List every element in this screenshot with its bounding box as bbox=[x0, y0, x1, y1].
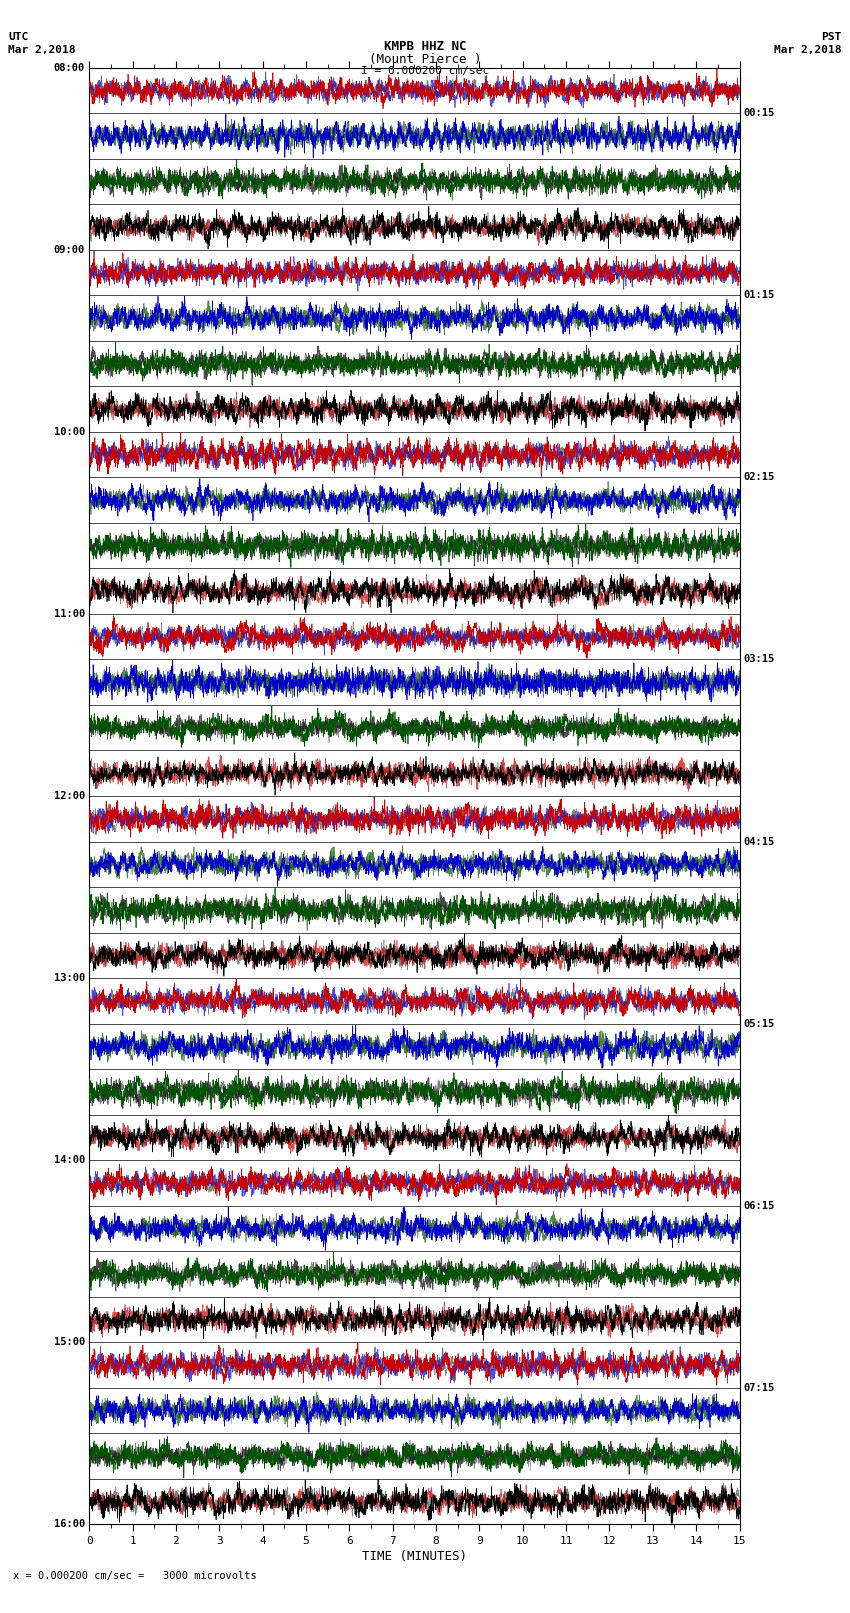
Text: 03:15: 03:15 bbox=[744, 655, 775, 665]
Text: 12:00: 12:00 bbox=[54, 790, 85, 802]
Text: 07:15: 07:15 bbox=[744, 1382, 775, 1392]
Text: x = 0.000200 cm/sec =   3000 microvolts: x = 0.000200 cm/sec = 3000 microvolts bbox=[13, 1571, 257, 1581]
Text: Mar 2,2018: Mar 2,2018 bbox=[8, 45, 76, 55]
Text: 14:00: 14:00 bbox=[54, 1155, 85, 1165]
X-axis label: TIME (MINUTES): TIME (MINUTES) bbox=[362, 1550, 467, 1563]
Text: 15:00: 15:00 bbox=[54, 1337, 85, 1347]
Text: 05:15: 05:15 bbox=[744, 1018, 775, 1029]
Text: 11:00: 11:00 bbox=[54, 610, 85, 619]
Text: (Mount Pierce ): (Mount Pierce ) bbox=[369, 53, 481, 66]
Text: 16:00: 16:00 bbox=[54, 1519, 85, 1529]
Text: 00:15: 00:15 bbox=[744, 108, 775, 118]
Text: 04:15: 04:15 bbox=[744, 837, 775, 847]
Text: 10:00: 10:00 bbox=[54, 427, 85, 437]
Text: 02:15: 02:15 bbox=[744, 473, 775, 482]
Text: Mar 2,2018: Mar 2,2018 bbox=[774, 45, 842, 55]
Text: PST: PST bbox=[821, 32, 842, 42]
Text: 01:15: 01:15 bbox=[744, 290, 775, 300]
Text: 09:00: 09:00 bbox=[54, 245, 85, 255]
Text: 13:00: 13:00 bbox=[54, 973, 85, 982]
Text: 08:00: 08:00 bbox=[54, 63, 85, 73]
Text: KMPB HHZ NC: KMPB HHZ NC bbox=[383, 40, 467, 53]
Text: 06:15: 06:15 bbox=[744, 1200, 775, 1211]
Text: I = 0.000200 cm/sec: I = 0.000200 cm/sec bbox=[361, 66, 489, 76]
Text: UTC: UTC bbox=[8, 32, 29, 42]
